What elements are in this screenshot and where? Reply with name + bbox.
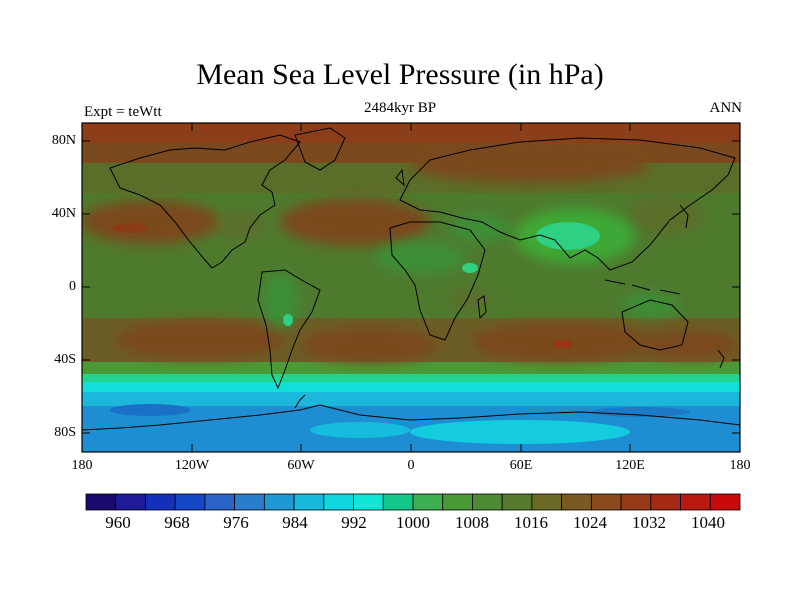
- indian-high-core: [553, 340, 573, 348]
- colorbar-swatch-9: [353, 493, 384, 511]
- x-label-60w: 60W: [287, 458, 315, 473]
- season-label: ANN: [709, 100, 743, 116]
- colorbar-swatch-5: [234, 493, 265, 511]
- colorbar-swatch-11: [412, 493, 444, 511]
- colorbar-label-1040: 1040: [691, 513, 725, 532]
- high-southeast: [640, 330, 740, 360]
- east-africa-low: [462, 263, 478, 273]
- sahara-low: [375, 242, 465, 274]
- band-subpolar-c: [82, 382, 740, 392]
- coastlines: [82, 127, 740, 431]
- pressure-field: [82, 123, 740, 452]
- x-label-120w: 120W: [174, 458, 210, 473]
- high-south-atlantic: [300, 327, 440, 363]
- high-azores: [280, 198, 430, 246]
- x-label-180w: 180: [71, 458, 93, 473]
- antarctic-plateau: [410, 420, 630, 444]
- antarctic-west: [310, 422, 410, 438]
- south-america-low: [262, 272, 298, 328]
- colorbar-label-968: 968: [164, 513, 190, 532]
- colorbar-label-976: 976: [223, 513, 249, 532]
- colorbar-swatch-16: [561, 493, 592, 511]
- tibet-low-core: [536, 222, 600, 250]
- high-south-pacific: [115, 320, 285, 360]
- y-label-0: 0: [69, 279, 76, 294]
- band-subpolar-a: [82, 362, 740, 374]
- colorbar-swatch-8: [323, 493, 354, 511]
- y-label-40s: 40S: [54, 352, 76, 367]
- x-label-60e: 60E: [509, 458, 533, 473]
- colorbar-label-960: 960: [105, 513, 131, 532]
- colorbar-swatch-3: [174, 493, 206, 511]
- colorbar-swatch-15: [531, 493, 563, 511]
- colorbar-swatch-20: [680, 493, 711, 511]
- australia: [621, 299, 689, 351]
- colorbar-swatch-10: [382, 493, 414, 511]
- north-america-high: [215, 211, 265, 239]
- colorbar-swatch-2: [145, 493, 176, 511]
- y-label-80n: 80N: [51, 133, 76, 148]
- colorbar-label-992: 992: [341, 513, 367, 532]
- high-north-pacific: [82, 200, 220, 244]
- colorbar-swatch-0: [85, 493, 117, 511]
- japan: [679, 204, 689, 229]
- colorbar-swatch-7: [293, 493, 325, 511]
- africa: [389, 221, 486, 341]
- new-zealand: [717, 349, 725, 369]
- east-asia-high: [625, 195, 705, 235]
- x-label-120e: 120E: [615, 458, 645, 473]
- colorbar-label-1032: 1032: [632, 513, 666, 532]
- colorbar: [85, 493, 741, 511]
- australia-low: [622, 293, 678, 317]
- experiment-label: Expt = teWtt: [84, 104, 162, 120]
- polar-low-pacific: [110, 404, 190, 416]
- polar-low-indian: [590, 407, 690, 417]
- indonesia: [604, 279, 681, 295]
- british-isles: [395, 168, 405, 187]
- south-america: [257, 269, 321, 390]
- map-subtitle: 2484kyr BP: [363, 100, 437, 116]
- north-america: [109, 134, 301, 269]
- band-subpolar-b: [82, 374, 740, 382]
- y-label-40n: 40N: [51, 206, 76, 221]
- madagascar: [477, 295, 487, 320]
- colorbar-swatch-21: [709, 493, 741, 511]
- arabia-low: [450, 214, 510, 242]
- colorbar-swatch-6: [263, 493, 295, 511]
- andes-low: [283, 314, 293, 326]
- antarctic-peninsula: [294, 394, 306, 409]
- colorbar-label-984: 984: [282, 513, 308, 532]
- x-label-180e: 180: [729, 458, 751, 473]
- colorbar-swatch-19: [650, 493, 681, 511]
- colorbar-swatch-4: [204, 493, 236, 511]
- colorbar-label-1016: 1016: [514, 513, 548, 532]
- greenland: [294, 127, 346, 171]
- colorbar-swatch-12: [442, 493, 473, 511]
- madagascar-high: [450, 288, 490, 312]
- siberian-high: [410, 147, 650, 183]
- colorbar-swatch-14: [501, 493, 533, 511]
- colorbar-label-1024: 1024: [573, 513, 607, 532]
- colorbar-label-1000: 1000: [396, 513, 430, 532]
- colorbar-label-1008: 1008: [455, 513, 489, 532]
- colorbar-swatch-1: [115, 493, 146, 511]
- colorbar-swatch-13: [472, 493, 503, 511]
- eurasia: [399, 137, 736, 271]
- pacific-high-core: [112, 223, 148, 233]
- y-label-80s: 80S: [54, 425, 76, 440]
- band-southern-ocean: [82, 392, 740, 406]
- y-ticks: [82, 140, 740, 434]
- x-label-0: 0: [407, 458, 415, 473]
- colorbar-swatch-18: [620, 493, 652, 511]
- x-ticks: [81, 123, 631, 452]
- map-title: Mean Sea Level Pressure (in hPa): [196, 58, 604, 91]
- antarctica: [82, 404, 740, 431]
- colorbar-swatch-17: [590, 493, 622, 511]
